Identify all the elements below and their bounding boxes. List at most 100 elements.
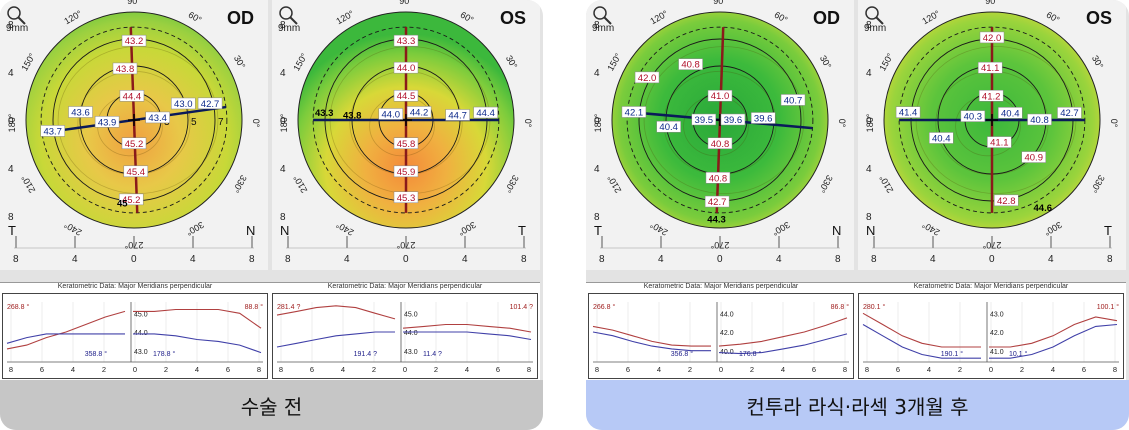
degree-label: 30° — [1090, 54, 1106, 71]
degree-label: 330° — [816, 173, 834, 194]
k-value-marker: 40.9 — [1021, 151, 1046, 164]
y-tick-label: 43.0 — [134, 349, 148, 356]
x-tick-label: 2 — [1020, 365, 1024, 374]
meridian-angle-label: 100.1 ° — [1097, 303, 1119, 311]
keratometric-graph-od-before: Keratometric Data: Major Meridians perpe… — [0, 282, 270, 381]
k-value-text: 39.6 — [754, 113, 773, 124]
k-value-text: 43.3 — [397, 36, 416, 47]
magnifier-icon[interactable]: 9mm — [6, 5, 46, 37]
k-value-marker: 44.6 — [1034, 203, 1053, 214]
k-value-box — [68, 106, 93, 118]
x-tick-label: 4 — [341, 365, 345, 374]
k-value-marker: 43.6 — [68, 106, 93, 118]
x-tick-label: 4 — [1051, 365, 1055, 374]
degree-label: 270° — [982, 240, 1001, 250]
degree-label: 300° — [184, 220, 205, 238]
x-tick-label: 2 — [434, 365, 438, 374]
k-value-box — [994, 194, 1019, 207]
x-tick-label: 0 — [989, 365, 993, 374]
degree-label: 180° — [279, 113, 289, 132]
x-tick-label: 8 — [1113, 365, 1117, 374]
k-value-marker: 43.3 — [315, 108, 334, 119]
k-value-marker: 40.3 — [960, 110, 986, 123]
k-value-box — [40, 125, 65, 137]
right-letter: N — [832, 223, 842, 238]
degree-label: 240° — [62, 219, 83, 237]
k-value-text: 41.0 — [711, 91, 730, 102]
k-value-marker: 39.5 — [691, 113, 717, 126]
k-value-text: 42.0 — [638, 73, 657, 84]
k-value-text: 41.1 — [981, 63, 1000, 74]
y-tick-label: 44.0 — [404, 330, 418, 337]
left-letter: T — [8, 223, 16, 238]
keratometric-title: Keratometric Data: Major Meridians perpe… — [327, 283, 483, 290]
k-value-box — [112, 62, 138, 75]
y-tick-label: 42.0 — [720, 330, 734, 337]
k-value-marker: 41.1 — [987, 136, 1012, 149]
k-value-box — [707, 89, 733, 102]
meridian-angle-label: 190.1 ° — [941, 350, 963, 358]
x-tick-label: 4 — [344, 254, 350, 265]
x-tick-label: 8 — [279, 365, 283, 374]
k-value-box — [197, 97, 223, 110]
x-tick-label: 4 — [1048, 254, 1054, 265]
k-value-marker: 45.2 — [121, 137, 147, 150]
keratometric-svg: 45.0 44.0 43.0 8 6 4 2 0 2 4 6 8 281.4 ? 101.4 ? 191.4… — [276, 302, 533, 374]
k-value-marker: 43.2 — [121, 34, 147, 47]
keratometric-svg: 43.0 42.0 41.0 8 6 4 2 0 2 4 6 8 280.1 ° 100.1 ° 190.1… — [862, 302, 1119, 374]
k-value-box — [720, 113, 746, 126]
x-tick-label: 4 — [72, 254, 78, 265]
y-tick-label: 8 — [8, 212, 14, 223]
k-value-box — [393, 89, 419, 102]
x-tick-label: 0 — [403, 254, 409, 265]
meridian-angle-label: 268.8 ° — [7, 303, 29, 311]
axis-ticks: 8 8 4 4 0 0 4 4 8 8 — [280, 20, 527, 265]
x-tick-label: 8 — [865, 365, 869, 374]
k-value-text: 43.7 — [43, 126, 62, 137]
k-value-box — [171, 97, 196, 110]
k-value-box — [406, 106, 432, 118]
degree-label: 90° — [985, 0, 999, 6]
y-tick-label: 4 — [8, 164, 14, 175]
degree-label: 300° — [456, 220, 477, 238]
degree-label: 60° — [1045, 10, 1062, 26]
meridian-angle-label: 11.4 ? — [423, 351, 442, 358]
x-tick-label: 4 — [462, 254, 468, 265]
x-tick-label: 2 — [688, 365, 692, 374]
degree-label: 30° — [818, 54, 834, 71]
degree-label: 270° — [396, 240, 415, 250]
meridian-angle-label: 358.8 ° — [85, 350, 107, 358]
k-value-marker: 39.6 — [750, 112, 776, 124]
y-tick-label: 8 — [866, 20, 872, 31]
k-value-marker: 44.4 — [119, 90, 145, 102]
k-value-marker: 40.7 — [780, 94, 806, 106]
magnifier-icon[interactable]: 9mm — [592, 5, 632, 37]
degree-label: 30° — [504, 54, 520, 71]
x-tick-label: 4 — [776, 254, 782, 265]
k-value-text: 42.7 — [708, 197, 727, 208]
k-value-text: 43.9 — [98, 117, 117, 128]
magnifier-icon[interactable]: 9mm — [278, 5, 318, 37]
k-value-text: 42.8 — [997, 196, 1016, 207]
magnifier-icon[interactable]: 9mm — [864, 5, 904, 37]
x-tick-label: 6 — [626, 365, 630, 374]
k-value-text: 44.6 — [1034, 203, 1053, 214]
k-value-box — [895, 106, 921, 118]
degree-label: 150° — [19, 51, 37, 72]
y-tick-label: 8 — [280, 20, 286, 31]
magnification-label: 9mm — [278, 23, 301, 34]
y-tick-label: 8 — [866, 212, 872, 223]
k-value-text: 41.4 — [899, 108, 918, 119]
k-value-box — [621, 106, 647, 118]
k-value-box — [118, 193, 144, 206]
topo-svg: 8 8 4 4 0 0 4 4 8 8 90° 60° 30° 0° 330° 300° 270° 240° 210… — [7, 0, 261, 265]
series-line-blue-left — [862, 324, 981, 359]
topography-map-os-before: 8 8 4 4 0 0 4 4 8 8 90° 60° 30° 0° 330° 300° 270° 240° 210… — [272, 0, 540, 270]
k-value-marker: 41.2 — [978, 90, 1004, 102]
degree-label: 330° — [230, 173, 248, 194]
x-tick-label: 8 — [871, 254, 877, 265]
k-value-text: 40.8 — [1030, 115, 1049, 126]
x-tick-label: 8 — [527, 365, 531, 374]
y-tick-label: 4 — [280, 164, 286, 175]
k-value-text: 44.2 — [410, 107, 429, 118]
